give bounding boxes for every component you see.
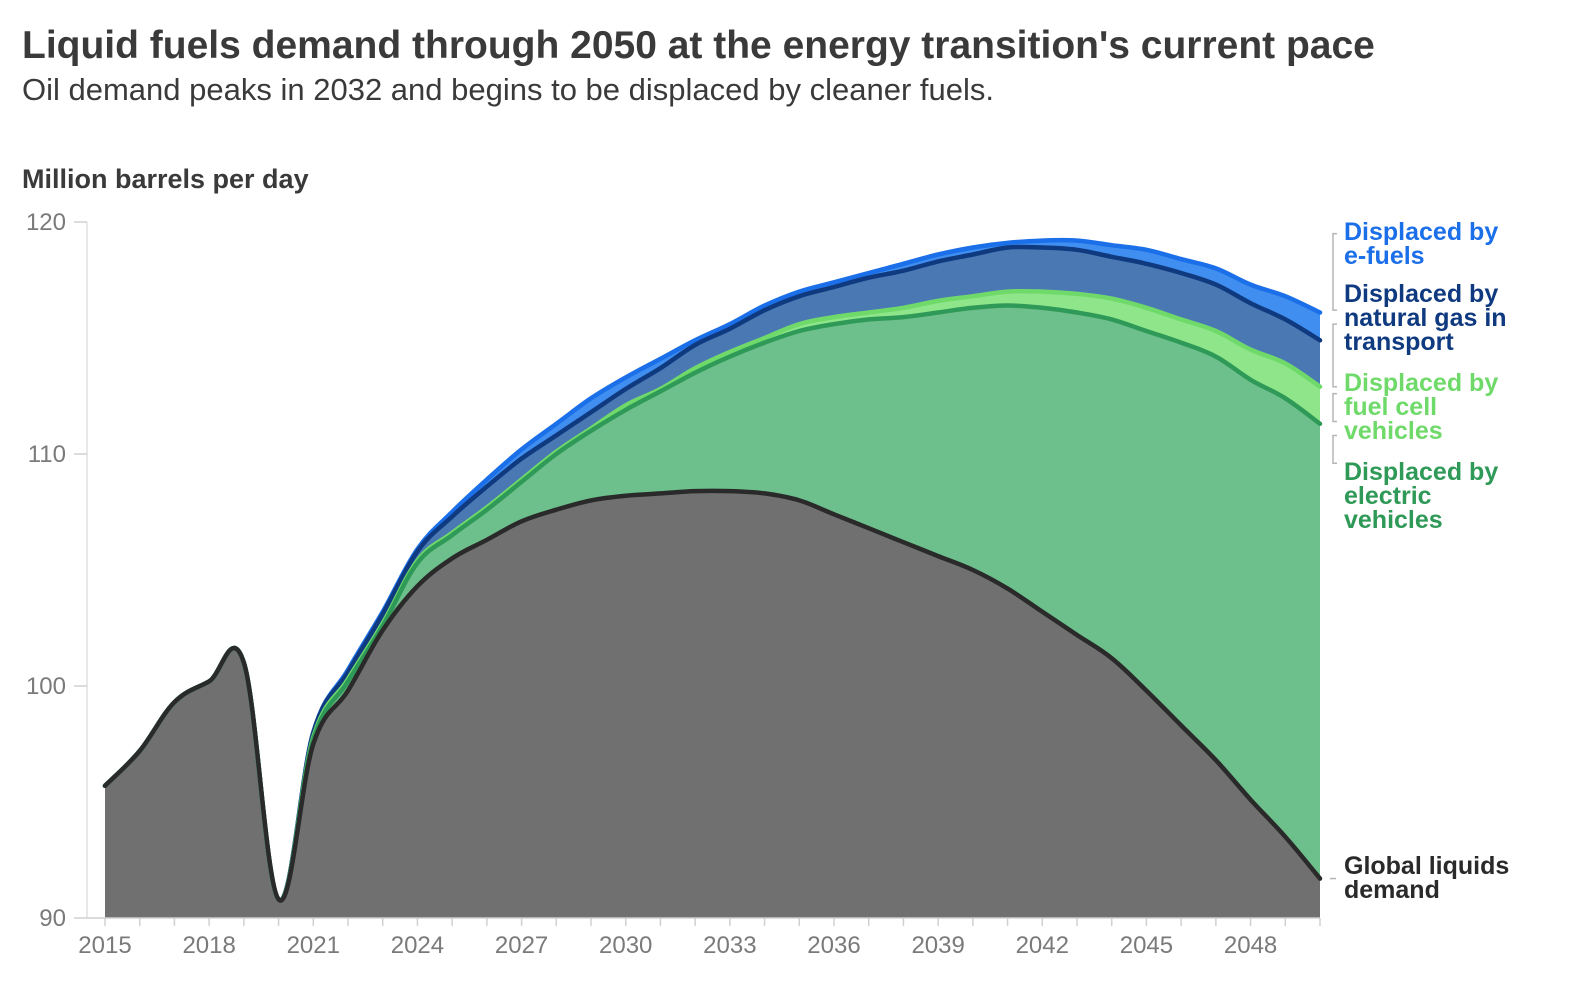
label-efuels-line: e-fuels xyxy=(1344,242,1425,270)
label-fuelcell-line: Displaced by xyxy=(1344,369,1498,397)
x-tick-label: 2042 xyxy=(1016,932,1069,959)
x-tick-label: 2048 xyxy=(1224,932,1277,959)
line-global-liquids-demand xyxy=(102,488,1323,903)
x-tick-label: 2024 xyxy=(391,932,444,959)
label-efuels-line: Displaced by xyxy=(1344,218,1498,246)
bracket-natural-gas xyxy=(1332,323,1337,388)
x-tick-label: 2036 xyxy=(807,932,860,959)
chart-title: Liquid fuels demand through 2050 at the … xyxy=(22,24,1375,67)
x-tick-label: 2033 xyxy=(703,932,756,959)
label-global-line: demand xyxy=(1344,876,1440,904)
label-global: Global liquids demand xyxy=(1344,852,1509,904)
y-tick-label: 110 xyxy=(28,441,66,468)
label-global-line: Global liquids xyxy=(1344,852,1509,880)
y-ticks: 90 100 110 120 xyxy=(26,209,87,932)
label-natgas-line: natural gas in xyxy=(1344,304,1507,332)
label-fuelcell: Displaced by fuel cell vehicles xyxy=(1344,369,1498,445)
x-ticks: 2015 2018 2021 2024 2027 2030 2033 2036 2039 2042… xyxy=(78,918,1321,959)
label-ev: Displaced by electric vehicles xyxy=(1344,458,1498,534)
y-tick-label: 100 xyxy=(26,673,66,700)
label-ev-line: electric xyxy=(1344,482,1432,510)
x-tick-label: 2015 xyxy=(78,932,131,959)
chart-subtitle: Oil demand peaks in 2032 and begins to b… xyxy=(22,72,994,107)
label-fuelcell-line: vehicles xyxy=(1344,417,1443,445)
y-tick-label: 120 xyxy=(26,209,66,236)
label-fuelcell-line: fuel cell xyxy=(1344,393,1437,421)
label-natgas: Displaced by natural gas in transport xyxy=(1344,280,1507,356)
x-tick-label: 2021 xyxy=(287,932,340,959)
stacked-areas xyxy=(105,240,1320,919)
axes xyxy=(86,222,1320,919)
label-ev-line: vehicles xyxy=(1344,506,1443,534)
y-tick-label: 90 xyxy=(39,905,66,932)
bracket-e-fuels xyxy=(1332,232,1337,311)
label-natgas-line: transport xyxy=(1344,328,1454,356)
label-brackets xyxy=(1330,232,1337,880)
y-axis-label: Million barrels per day xyxy=(22,164,309,194)
bracket-fuel-cell xyxy=(1332,392,1337,423)
x-tick-label: 2018 xyxy=(182,932,235,959)
label-natgas-line: Displaced by xyxy=(1344,280,1498,308)
x-tick-label: 2045 xyxy=(1120,932,1173,959)
x-tick-label: 2039 xyxy=(911,932,964,959)
x-tick-label: 2027 xyxy=(495,932,548,959)
label-ev-line: Displaced by xyxy=(1344,458,1498,486)
label-efuels: Displaced by e-fuels xyxy=(1344,218,1498,270)
bracket-electric xyxy=(1332,434,1337,465)
x-tick-label: 2030 xyxy=(599,932,652,959)
series-lines xyxy=(102,237,1323,903)
